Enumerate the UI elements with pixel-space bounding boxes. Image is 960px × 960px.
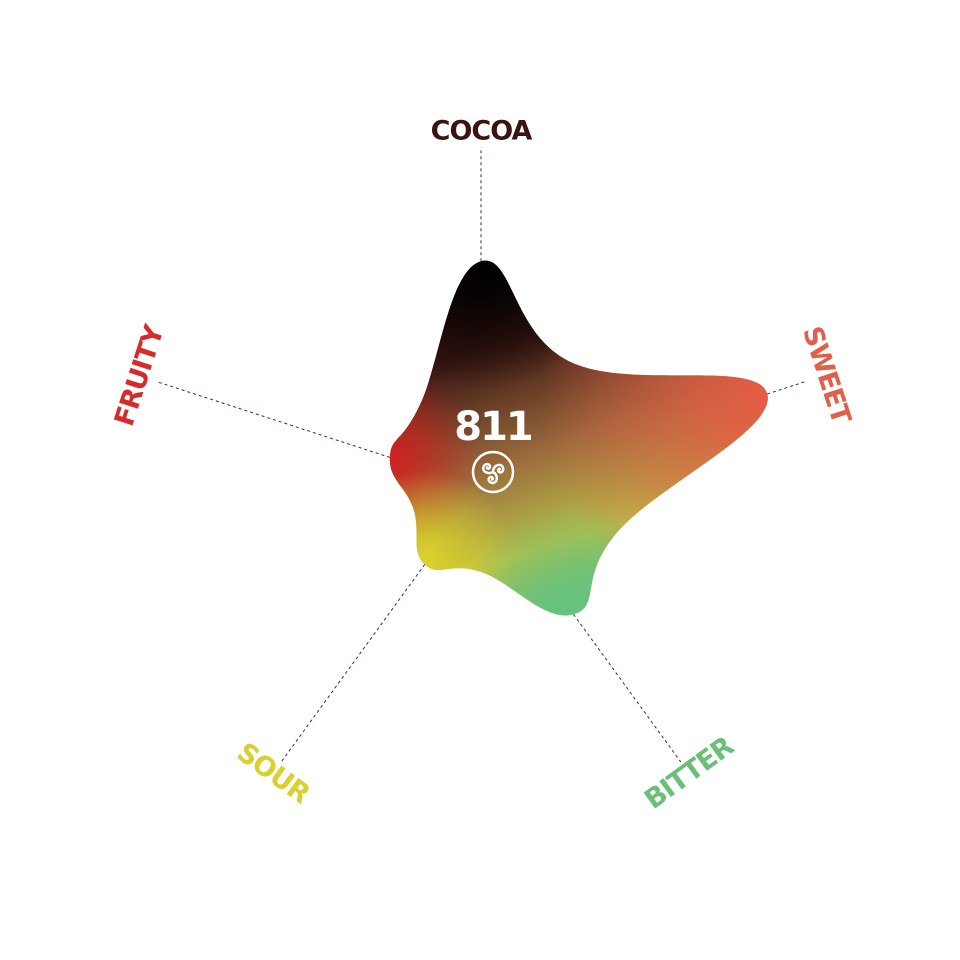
axis-line-sour — [280, 564, 426, 763]
axis-label-sweet: SWEET — [796, 323, 857, 429]
triskelion-logo-icon — [471, 450, 515, 494]
axis-label-cocoa: COCOA — [431, 116, 533, 147]
center-score: 811 — [454, 404, 532, 450]
axis-line-bitter — [573, 613, 682, 763]
flavor-shape-layer — [389, 260, 768, 616]
triskelion-arm — [481, 462, 495, 475]
triskelion-arm — [491, 463, 505, 474]
axis-label-sour: SOUR — [231, 737, 316, 810]
axis-label-bitter: BITTER — [639, 730, 740, 815]
axis-line-sweet — [767, 381, 805, 395]
center-badge: 811 — [454, 404, 534, 494]
axis-label-fruity: FRUITY — [109, 321, 171, 430]
triskelion-arm — [487, 470, 499, 485]
axis-line-fruity — [157, 381, 391, 458]
